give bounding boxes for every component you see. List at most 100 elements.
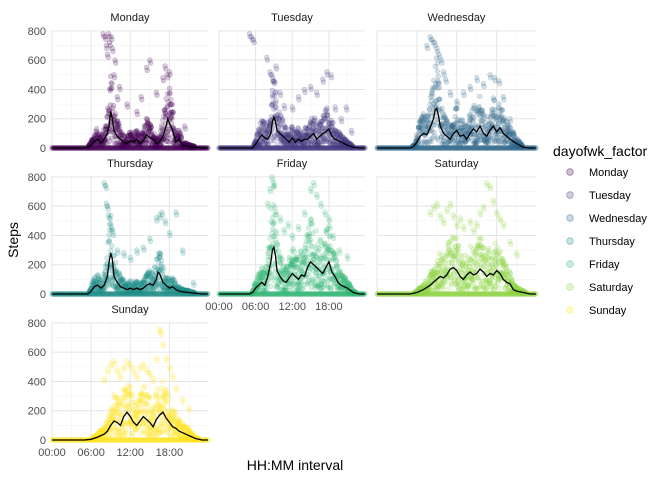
data-point (137, 145, 143, 151)
data-point (91, 145, 97, 151)
facet-panel-tuesday: Tuesday (216, 12, 368, 151)
data-point (280, 139, 287, 146)
data-point (332, 143, 339, 149)
data-point (322, 145, 329, 151)
data-point (279, 139, 285, 146)
data-point (462, 139, 468, 145)
data-point (335, 145, 341, 151)
data-point (99, 145, 105, 151)
data-point (423, 145, 430, 151)
data-point (460, 145, 466, 151)
data-point (92, 145, 99, 151)
data-point (302, 139, 308, 146)
data-point (463, 130, 470, 136)
data-point (305, 145, 312, 151)
data-point (442, 145, 448, 151)
data-point (130, 133, 137, 139)
data-point (321, 115, 327, 122)
data-point (132, 142, 138, 149)
data-point (481, 83, 487, 90)
data-point (467, 145, 474, 151)
data-point (257, 141, 263, 148)
data-point (171, 145, 177, 151)
data-point (267, 72, 274, 78)
data-point (285, 134, 291, 140)
data-point (317, 127, 323, 133)
data-point (456, 141, 463, 148)
data-point (94, 131, 100, 137)
data-point (416, 145, 422, 151)
data-point (277, 121, 283, 127)
data-point (175, 145, 182, 151)
data-point (102, 145, 108, 151)
data-point (104, 140, 111, 147)
data-point (161, 107, 168, 113)
data-point (280, 116, 286, 122)
data-point (94, 140, 100, 146)
data-point (450, 124, 456, 131)
data-point (115, 145, 122, 151)
data-point (307, 83, 314, 90)
data-point (164, 133, 170, 140)
data-point (333, 258, 340, 264)
data-point (140, 129, 146, 135)
data-point (157, 128, 164, 134)
data-point (323, 111, 330, 118)
data-point (279, 118, 285, 124)
data-point (287, 145, 293, 151)
data-point (301, 86, 308, 93)
data-point (270, 100, 276, 106)
data-point (460, 127, 467, 133)
data-point (442, 123, 449, 130)
data-point (301, 143, 308, 149)
data-point (161, 107, 168, 114)
data-point (299, 142, 305, 149)
data-point (337, 145, 344, 151)
data-point (324, 109, 330, 115)
data-point (97, 135, 103, 141)
data-point (90, 135, 97, 141)
data-point (317, 120, 324, 127)
data-point (279, 136, 285, 143)
data-point (264, 57, 271, 63)
data-point (441, 145, 448, 151)
data-point (336, 134, 343, 140)
data-point (320, 76, 326, 82)
data-point (94, 133, 100, 139)
data-point (255, 145, 262, 151)
data-point (140, 130, 146, 137)
data-point (300, 145, 306, 151)
data-point (288, 145, 294, 151)
data-point (303, 145, 310, 151)
data-point (441, 145, 447, 151)
data-point (428, 138, 435, 145)
data-point (425, 117, 432, 124)
data-point (297, 131, 303, 137)
data-point (162, 110, 169, 117)
data-point (451, 135, 458, 141)
data-point (256, 145, 263, 151)
data-point (133, 145, 139, 151)
data-point (453, 105, 460, 111)
data-point (330, 145, 336, 151)
data-point (259, 137, 265, 143)
data-point (291, 145, 297, 151)
data-point (121, 145, 127, 151)
data-point (332, 252, 338, 259)
data-point (260, 145, 266, 151)
data-point (442, 113, 448, 120)
data-point (273, 104, 279, 110)
data-point (165, 145, 172, 151)
data-point (466, 145, 473, 151)
data-point (93, 132, 99, 139)
data-point (336, 145, 342, 151)
facet-strip-label: Tuesday (271, 12, 313, 24)
data-point (325, 145, 331, 151)
data-point (296, 141, 303, 147)
data-point (279, 118, 286, 124)
data-point (138, 145, 144, 151)
data-point (99, 132, 105, 139)
data-point (111, 145, 117, 151)
data-point (460, 140, 467, 146)
